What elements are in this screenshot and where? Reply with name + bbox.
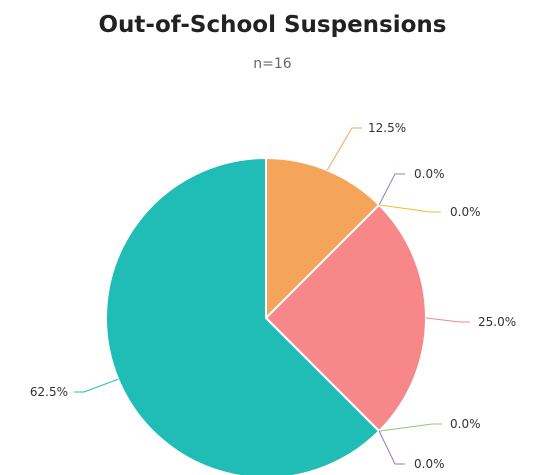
- pie-slice: [265, 156, 381, 321]
- leader-line: [74, 378, 119, 393]
- chart-title: Out-of-School Suspensions: [98, 12, 447, 38]
- data-label: 12.5%: [368, 121, 406, 135]
- data-label: 0.0%: [450, 417, 481, 431]
- pie-labels: 12.5% 0.0% 0.0% 25.0% 0.0% 0.0% 62.5%: [30, 121, 516, 471]
- data-label: 0.0%: [414, 457, 445, 471]
- data-label: 62.5%: [30, 385, 68, 399]
- chart-subtitle: n=16: [253, 56, 292, 72]
- data-label: 25.0%: [478, 315, 516, 329]
- pie-slice: [264, 203, 427, 433]
- leader-line: [379, 423, 442, 432]
- leader-line: [378, 173, 405, 206]
- data-label: 0.0%: [450, 205, 481, 219]
- leader-line: [425, 317, 470, 323]
- leader-line: [326, 127, 362, 171]
- leader-line: [378, 430, 405, 465]
- data-label: 0.0%: [414, 167, 445, 181]
- leader-line: [379, 204, 441, 213]
- pie-slices: [105, 156, 427, 475]
